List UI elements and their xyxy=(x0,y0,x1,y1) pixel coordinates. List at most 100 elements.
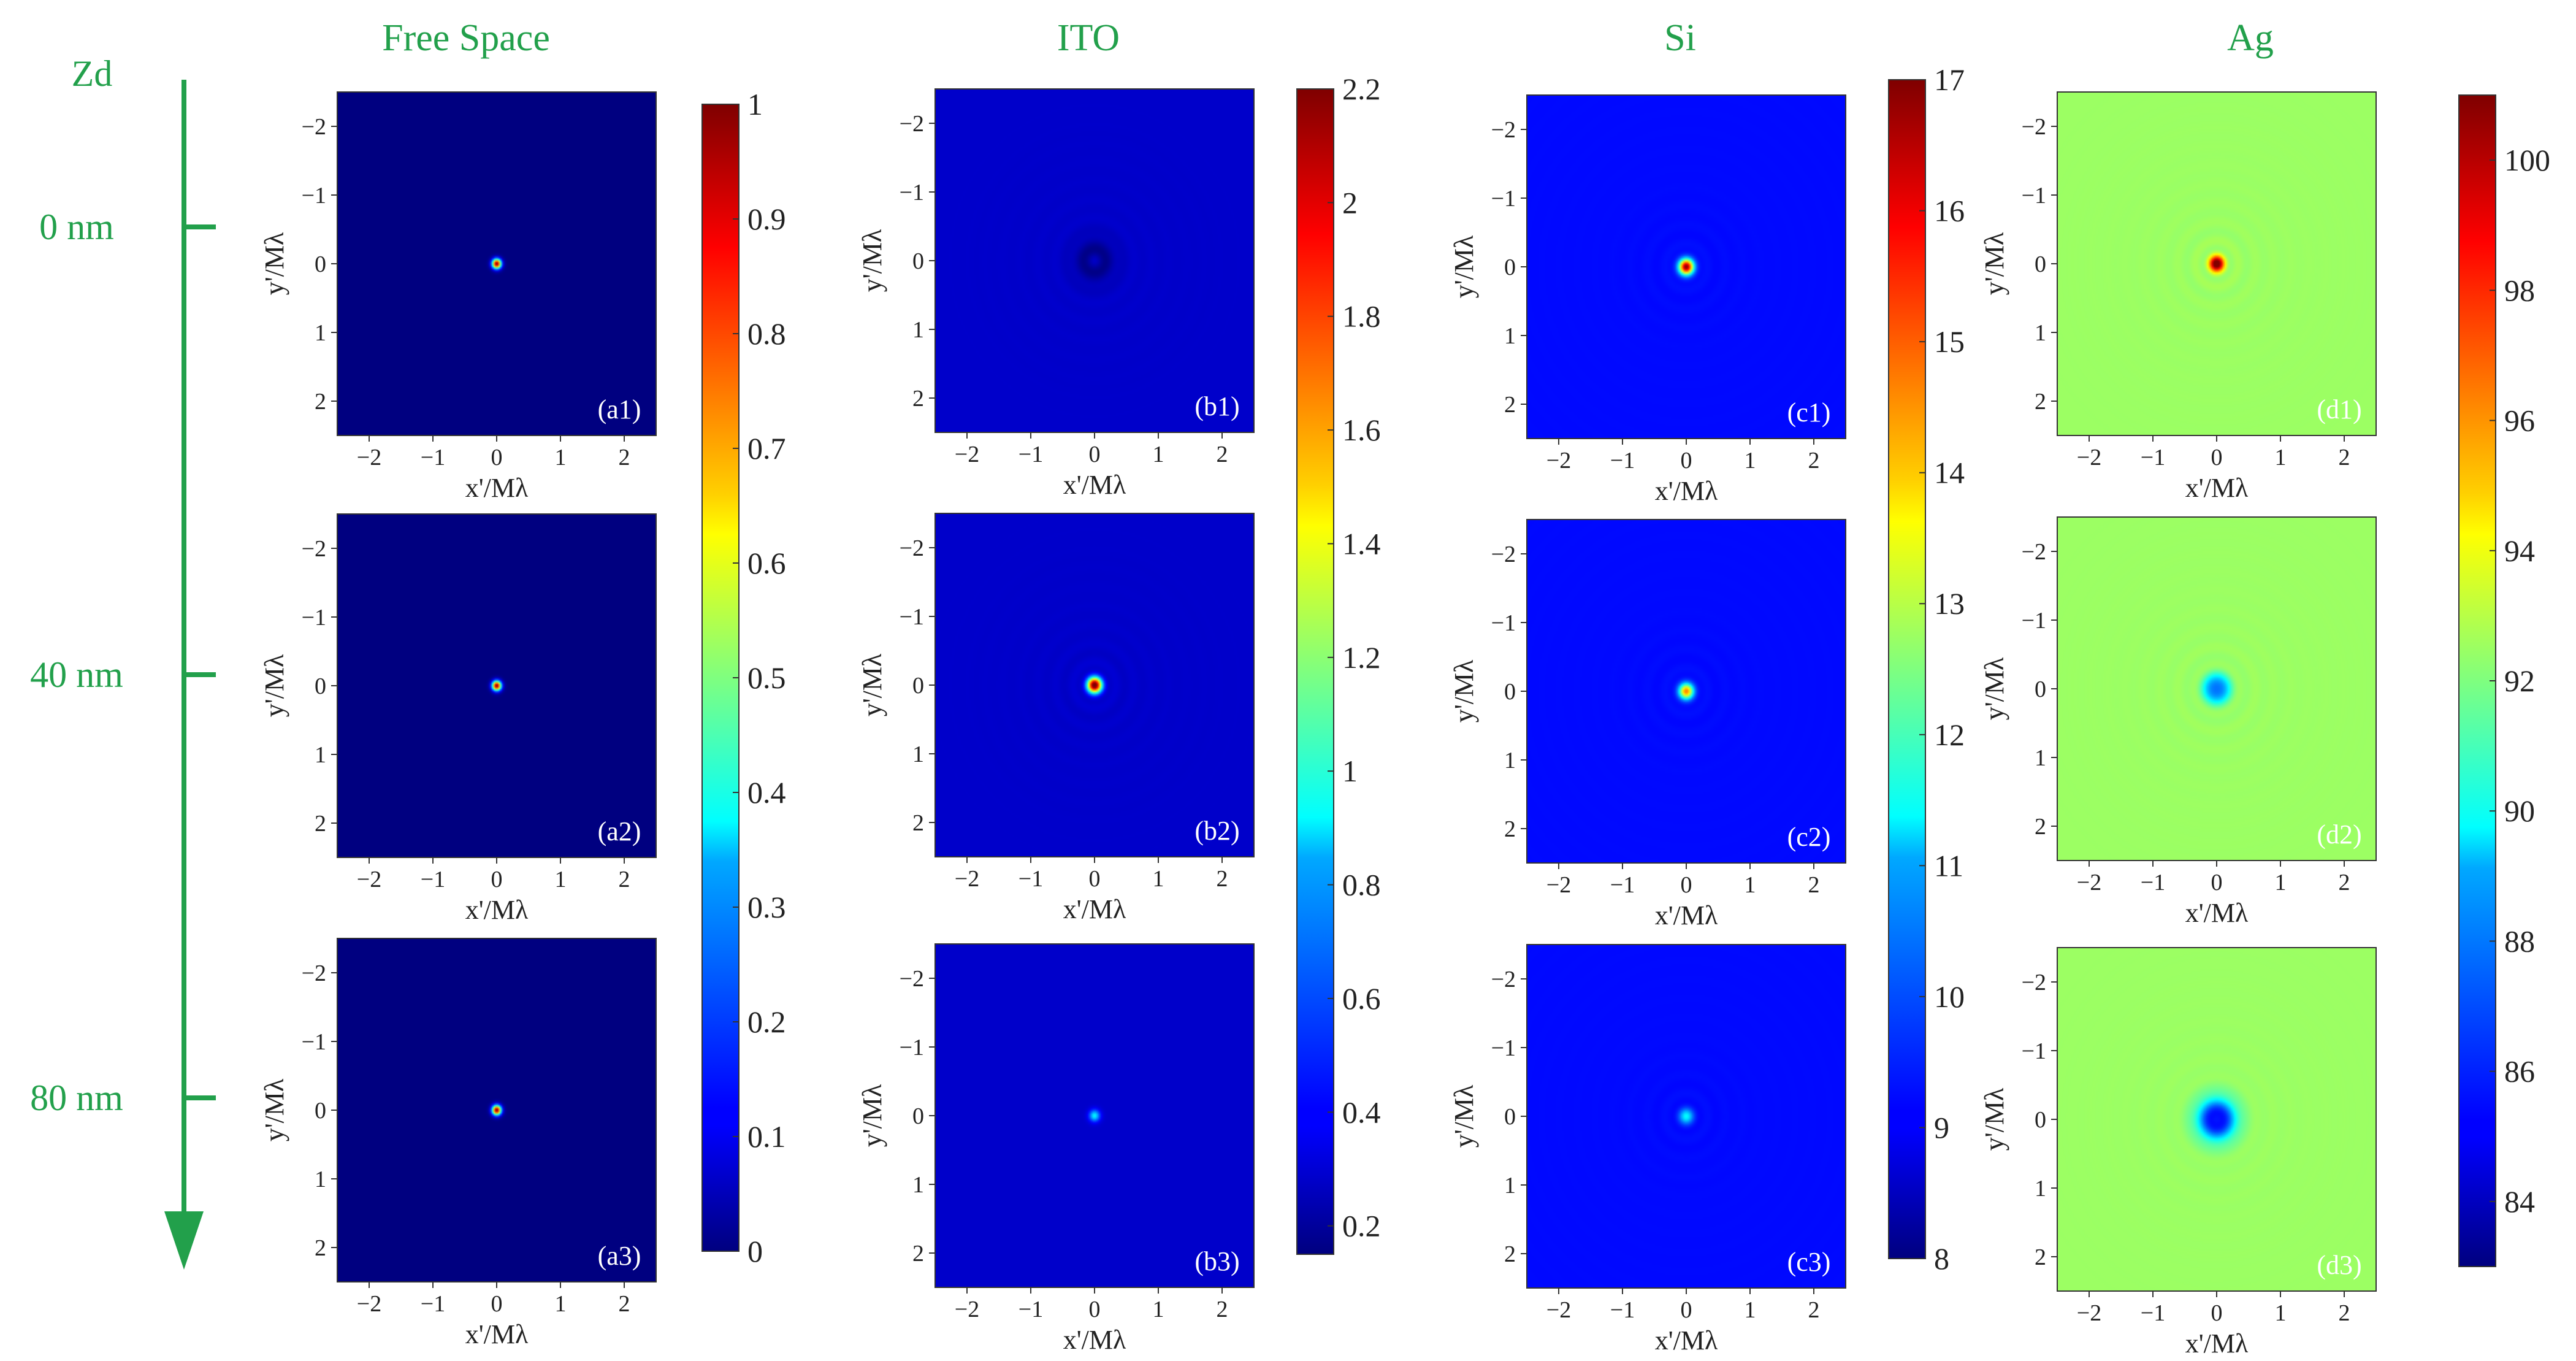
colorbar-tick-label: 0.1 xyxy=(747,1119,786,1154)
x-tick-label: −1 xyxy=(421,867,445,892)
y-tick-label: −2 xyxy=(900,111,924,137)
x-axis-label: x'/Mλ xyxy=(1063,1325,1126,1355)
colorbar: 84 86 88 90 92 94 96 98 100 xyxy=(2458,94,2550,1267)
panel-label: (c2) xyxy=(1787,822,1831,852)
colorbar-tick-label: 1.6 xyxy=(1342,413,1381,447)
x-tick-label: 2 xyxy=(1217,442,1228,467)
x-tick-label: 0 xyxy=(1089,1297,1101,1322)
x-tick-label: 2 xyxy=(619,867,630,892)
heatmap-panel: (c3) −2 −2 −1 −1 0 0 1 1 2 2 x'/Mλ y'/Mλ xyxy=(1449,944,1846,1355)
x-tick-label: 0 xyxy=(2211,1300,2223,1326)
y-axis-label: y'/Mλ xyxy=(259,232,289,295)
x-axis-label: x'/Mλ xyxy=(2185,898,2249,928)
x-tick-label: 2 xyxy=(619,445,630,470)
colorbar-tick-label: 12 xyxy=(1934,718,1965,752)
colorbar-tick-label: 0.4 xyxy=(1342,1095,1381,1129)
heatmap-image xyxy=(337,92,656,435)
x-tick-label: 0 xyxy=(2211,870,2223,895)
x-tick-label: 1 xyxy=(1745,448,1756,473)
colorbar-tick-label: 2.2 xyxy=(1342,72,1381,106)
x-tick-label: 0 xyxy=(1681,872,1692,898)
x-tick-label: −2 xyxy=(2077,445,2101,470)
y-axis-label: y'/Mλ xyxy=(857,1084,887,1147)
x-axis-label: x'/Mλ xyxy=(1655,476,1718,506)
colorbar-tick-label: 2 xyxy=(1342,185,1358,220)
colorbar-tick-label: 0.8 xyxy=(1342,868,1381,902)
depth-label: 80 nm xyxy=(30,1078,123,1118)
x-tick-label: −2 xyxy=(357,1291,381,1317)
colorbar-tick-label: 0.6 xyxy=(747,546,786,580)
panel-label: (b1) xyxy=(1194,391,1239,421)
chart-column-2: ITO (b1) −2 −2 −1 −1 0 0 1 1 2 2 x'/Mλ y'/Mλ (b2) −2 −2 −… xyxy=(857,17,1381,1355)
depth-label: 0 nm xyxy=(39,207,114,247)
colorbar-tick-label: 9 xyxy=(1934,1110,1949,1144)
heatmap-panel: (b1) −2 −2 −1 −1 0 0 1 1 2 2 x'/Mλ y'/Mλ xyxy=(857,88,1255,500)
colorbar-tick-label: 0.4 xyxy=(747,775,786,810)
y-tick-label: −1 xyxy=(1491,1035,1516,1061)
x-tick-label: 2 xyxy=(1808,872,1820,898)
y-tick-label: 2 xyxy=(1504,1241,1516,1267)
colorbar: 0 0.1 0.2 0.3 0.4 0.5 0.6 0.7 0.8 0.9 1 xyxy=(701,87,786,1268)
y-tick-label: −1 xyxy=(900,1035,924,1060)
colorbar-gradient xyxy=(1296,88,1334,1255)
y-axis-label: y'/Mλ xyxy=(1979,657,2009,720)
colorbar-tick-label: 86 xyxy=(2504,1054,2535,1089)
y-tick-label: 2 xyxy=(1504,816,1516,842)
y-tick-label: 2 xyxy=(2035,814,2046,840)
chart-column-3: Si(c1)−2−2−1−1001122x'/Mλy'/Mλ(c2)−2−2−1… xyxy=(1449,17,1965,1355)
x-axis-label: x'/Mλ xyxy=(465,1319,529,1349)
x-tick-label: −1 xyxy=(2141,870,2165,895)
colorbar-tick-label: 11 xyxy=(1934,848,1963,883)
y-axis-label: y'/Mλ xyxy=(1449,235,1479,298)
x-tick-label: −2 xyxy=(1546,1297,1571,1323)
x-tick-label: 1 xyxy=(1153,1297,1164,1322)
heatmap-image xyxy=(935,89,1254,432)
y-tick-label: 2 xyxy=(315,389,326,415)
colorbar-tick-label: 0.2 xyxy=(1342,1209,1381,1243)
colorbar-tick-label: 0 xyxy=(747,1234,763,1268)
y-tick-label: 2 xyxy=(912,386,924,412)
x-tick-label: −2 xyxy=(1546,448,1571,473)
heatmap-panel: (a1) −2 −2 −1 −1 0 0 1 1 2 2 x'/Mλ y'/Mλ xyxy=(259,91,657,503)
panel-label: (c1) xyxy=(1787,397,1831,427)
y-tick-label: 1 xyxy=(2035,1176,2046,1202)
x-tick-label: 2 xyxy=(2339,445,2350,470)
heatmap-image xyxy=(935,944,1254,1287)
y-tick-label: −2 xyxy=(1491,117,1516,143)
y-tick-label: 2 xyxy=(912,1241,924,1267)
colorbar-tick-label: 13 xyxy=(1934,586,1965,621)
y-tick-label: −1 xyxy=(2022,183,2046,209)
chart-column-1: Free Space(a1)−2−2−1−1001122x'/Mλy'/Mλ(a… xyxy=(259,17,786,1349)
colorbar-tick-label: 94 xyxy=(2504,534,2535,568)
colorbar-tick-label: 96 xyxy=(2504,404,2535,438)
heatmap-image xyxy=(337,514,656,857)
x-tick-label: 1 xyxy=(2275,1300,2287,1326)
y-tick-label: 0 xyxy=(315,673,326,699)
y-tick-label: −1 xyxy=(900,604,924,630)
colorbar-tick-label: 88 xyxy=(2504,924,2535,958)
y-axis-label: y'/Mλ xyxy=(857,653,887,716)
panel-label: (b2) xyxy=(1194,816,1239,846)
panel-label: (d1) xyxy=(2317,394,2361,424)
y-tick-label: 0 xyxy=(315,1098,326,1124)
x-tick-label: 1 xyxy=(2275,870,2287,895)
x-tick-label: −1 xyxy=(1019,866,1043,892)
x-tick-label: −2 xyxy=(2077,870,2101,895)
x-tick-label: −1 xyxy=(1610,872,1635,898)
colorbar-tick-label: 92 xyxy=(2504,664,2535,698)
heatmap-image xyxy=(1527,945,1846,1288)
x-axis-label: x'/Mλ xyxy=(1063,470,1126,500)
x-tick-label: 2 xyxy=(619,1291,630,1317)
x-tick-label: 1 xyxy=(1745,872,1756,898)
panel-label: (a2) xyxy=(598,816,641,846)
x-axis-label: x'/Mλ xyxy=(2185,473,2249,503)
heatmap-image xyxy=(1527,519,1846,863)
y-tick-label: 2 xyxy=(315,1235,326,1261)
y-axis-label: y'/Mλ xyxy=(1979,1087,2009,1151)
x-tick-label: 2 xyxy=(2339,1300,2350,1326)
heatmap-panel: (a2) −2 −2 −1 −1 0 0 1 1 2 2 x'/Mλ y'/Mλ xyxy=(259,513,657,925)
colorbar-tick-label: 0.6 xyxy=(1342,981,1381,1016)
y-tick-label: −1 xyxy=(2022,1038,2046,1064)
x-tick-label: −2 xyxy=(955,442,979,467)
depth-arrow-head xyxy=(164,1211,204,1270)
